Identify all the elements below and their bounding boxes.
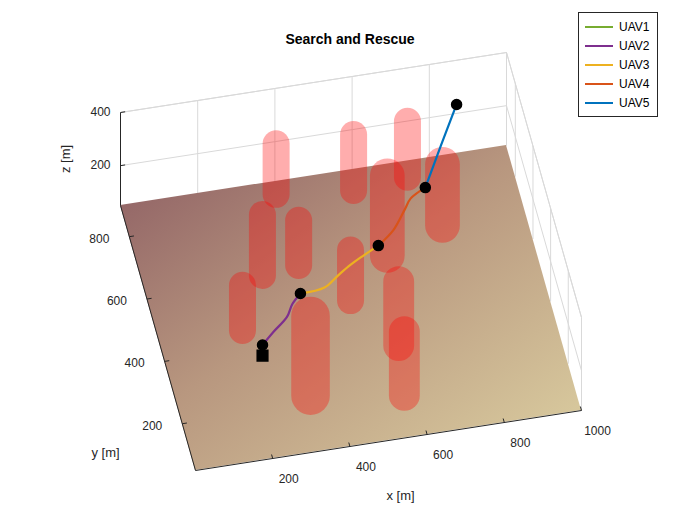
svg-text:1000: 1000 bbox=[584, 424, 611, 438]
svg-text:200: 200 bbox=[142, 419, 162, 433]
svg-text:z [m]: z [m] bbox=[58, 145, 73, 173]
html-text:UAV2: UAV2 bbox=[619, 38, 650, 53]
svg-text:800: 800 bbox=[89, 232, 109, 246]
svg-text:600: 600 bbox=[107, 294, 127, 308]
svg-text:400: 400 bbox=[125, 356, 145, 370]
html-text:UAV4: UAV4 bbox=[619, 76, 650, 91]
html-text:UAV1: UAV1 bbox=[619, 19, 650, 34]
svg-text:200: 200 bbox=[279, 472, 299, 486]
svg-text:y [m]: y [m] bbox=[91, 445, 119, 460]
html-text:Search and Rescue: Search and Rescue bbox=[285, 31, 415, 47]
html-text:UAV3: UAV3 bbox=[619, 57, 650, 72]
svg-text:600: 600 bbox=[433, 448, 453, 462]
svg-text:800: 800 bbox=[510, 436, 530, 450]
svg-text:400: 400 bbox=[356, 460, 376, 474]
html-text:UAV5: UAV5 bbox=[619, 95, 650, 110]
svg-text:x [m]: x [m] bbox=[386, 488, 414, 503]
svg-text:400: 400 bbox=[90, 105, 110, 119]
svg-text:200: 200 bbox=[90, 158, 110, 172]
